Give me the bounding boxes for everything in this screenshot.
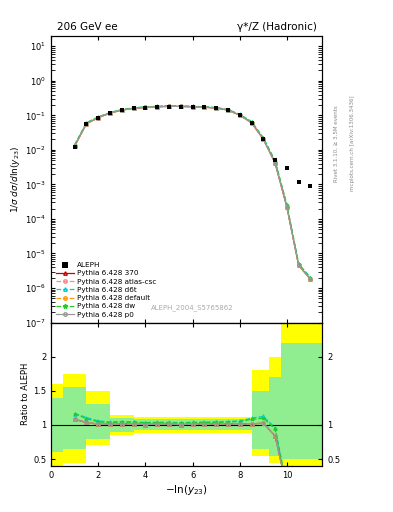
Point	[284, 164, 290, 172]
Text: γ*/Z (Hadronic): γ*/Z (Hadronic)	[237, 22, 317, 32]
Point	[260, 135, 266, 143]
Point	[225, 106, 231, 114]
Point	[166, 102, 172, 111]
Point	[83, 120, 90, 129]
Point	[296, 178, 302, 186]
Point	[213, 104, 219, 112]
Point	[272, 156, 278, 164]
Point	[201, 103, 208, 112]
X-axis label: $-\ln(y_{23})$: $-\ln(y_{23})$	[165, 482, 208, 497]
Legend: ALEPH, Pythia 6.428 370, Pythia 6.428 atlas-csc, Pythia 6.428 d6t, Pythia 6.428 : ALEPH, Pythia 6.428 370, Pythia 6.428 at…	[55, 261, 158, 319]
Point	[142, 103, 149, 112]
Point	[307, 182, 314, 190]
Point	[189, 103, 196, 111]
Point	[95, 114, 101, 122]
Point	[154, 103, 160, 111]
Text: Rivet 3.1.10, ≥ 3.5M events: Rivet 3.1.10, ≥ 3.5M events	[334, 105, 339, 182]
Point	[237, 111, 243, 119]
Y-axis label: $1/\sigma\;d\sigma/d\ln(y_{23})$: $1/\sigma\;d\sigma/d\ln(y_{23})$	[9, 145, 22, 213]
Point	[107, 109, 113, 117]
Y-axis label: Ratio to ALEPH: Ratio to ALEPH	[21, 363, 30, 425]
Text: ALEPH_2004_S5765862: ALEPH_2004_S5765862	[151, 304, 233, 311]
Text: mcplots.cern.ch [arXiv:1306.3436]: mcplots.cern.ch [arXiv:1306.3436]	[350, 96, 355, 191]
Point	[178, 102, 184, 111]
Point	[119, 106, 125, 114]
Point	[248, 119, 255, 127]
Point	[72, 143, 78, 151]
Text: 206 GeV ee: 206 GeV ee	[57, 22, 117, 32]
Point	[130, 104, 137, 113]
